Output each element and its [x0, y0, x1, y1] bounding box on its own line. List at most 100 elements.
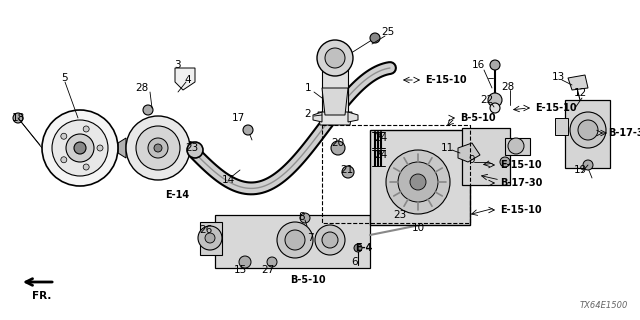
Circle shape — [398, 162, 438, 202]
Polygon shape — [565, 100, 610, 168]
Polygon shape — [175, 68, 195, 90]
Text: 14: 14 — [221, 175, 235, 185]
Circle shape — [277, 222, 313, 258]
Text: 17: 17 — [232, 113, 244, 123]
Bar — [322, 125, 470, 223]
Circle shape — [508, 138, 524, 154]
Circle shape — [342, 166, 354, 178]
Circle shape — [322, 232, 338, 248]
Text: E-4: E-4 — [355, 243, 372, 253]
Circle shape — [354, 244, 362, 252]
Polygon shape — [215, 215, 370, 268]
Text: 1: 1 — [305, 83, 311, 93]
Text: 28: 28 — [136, 83, 148, 93]
Circle shape — [13, 113, 23, 123]
Text: 23: 23 — [394, 210, 406, 220]
Text: TX64E1500: TX64E1500 — [580, 301, 628, 310]
Circle shape — [97, 145, 103, 151]
Text: 26: 26 — [200, 225, 212, 235]
Text: 12: 12 — [573, 88, 587, 98]
Circle shape — [317, 40, 353, 76]
Circle shape — [148, 138, 168, 158]
Circle shape — [198, 226, 222, 250]
Polygon shape — [505, 138, 530, 155]
Text: 3: 3 — [173, 60, 180, 70]
Circle shape — [386, 150, 450, 214]
Text: 28: 28 — [501, 82, 515, 92]
Circle shape — [136, 126, 180, 170]
Text: 24: 24 — [374, 133, 388, 143]
Circle shape — [578, 120, 598, 140]
Text: 5: 5 — [61, 73, 68, 83]
Circle shape — [143, 105, 153, 115]
Polygon shape — [118, 138, 126, 158]
Text: 24: 24 — [374, 150, 388, 160]
Circle shape — [126, 116, 190, 180]
Polygon shape — [370, 130, 470, 225]
Circle shape — [374, 154, 390, 170]
Circle shape — [410, 174, 426, 190]
Polygon shape — [348, 112, 358, 122]
Circle shape — [370, 33, 380, 43]
Polygon shape — [318, 112, 352, 125]
Circle shape — [570, 112, 606, 148]
Circle shape — [83, 164, 89, 170]
Circle shape — [187, 142, 203, 158]
Text: E-15-10: E-15-10 — [425, 75, 467, 85]
Polygon shape — [322, 88, 348, 115]
Circle shape — [490, 60, 500, 70]
Text: E-15-10: E-15-10 — [500, 160, 541, 170]
Text: 19: 19 — [573, 165, 587, 175]
Circle shape — [583, 160, 593, 170]
Circle shape — [42, 110, 118, 186]
Circle shape — [267, 257, 277, 267]
Text: 23: 23 — [186, 143, 198, 153]
Polygon shape — [458, 143, 480, 162]
Text: 25: 25 — [381, 27, 395, 37]
Text: E-15-10: E-15-10 — [500, 205, 541, 215]
Polygon shape — [200, 222, 222, 255]
Text: 18: 18 — [12, 113, 24, 123]
Text: 11: 11 — [440, 143, 454, 153]
Text: 15: 15 — [234, 265, 246, 275]
Circle shape — [74, 142, 86, 154]
Circle shape — [285, 230, 305, 250]
Text: 21: 21 — [340, 165, 354, 175]
Polygon shape — [568, 75, 588, 90]
Text: 2: 2 — [305, 109, 311, 119]
Circle shape — [488, 93, 502, 107]
Circle shape — [325, 48, 345, 68]
Text: B-5-10: B-5-10 — [290, 275, 326, 285]
Circle shape — [331, 141, 345, 155]
Circle shape — [61, 133, 67, 139]
Text: B-17-30: B-17-30 — [608, 128, 640, 138]
Circle shape — [300, 213, 310, 223]
Text: 8: 8 — [299, 212, 305, 222]
Text: 22: 22 — [481, 95, 493, 105]
Circle shape — [52, 120, 108, 176]
Text: E-14: E-14 — [165, 190, 189, 200]
Circle shape — [315, 225, 345, 255]
Text: FR.: FR. — [32, 291, 52, 301]
Circle shape — [239, 256, 251, 268]
Circle shape — [500, 157, 510, 167]
Text: E-15-10: E-15-10 — [535, 103, 577, 113]
Text: B-5-10: B-5-10 — [460, 113, 495, 123]
Polygon shape — [555, 118, 568, 135]
Text: 4: 4 — [185, 75, 191, 85]
Polygon shape — [322, 55, 348, 115]
Text: 20: 20 — [332, 138, 344, 148]
Circle shape — [205, 233, 215, 243]
Polygon shape — [462, 128, 510, 185]
Circle shape — [61, 157, 67, 163]
Text: 7: 7 — [307, 233, 314, 243]
Circle shape — [83, 126, 89, 132]
Text: B-17-30: B-17-30 — [500, 178, 542, 188]
Circle shape — [243, 125, 253, 135]
Text: 6: 6 — [352, 257, 358, 267]
Text: 16: 16 — [472, 60, 484, 70]
Polygon shape — [313, 112, 322, 122]
Text: 13: 13 — [552, 72, 564, 82]
Circle shape — [154, 144, 162, 152]
Text: 27: 27 — [261, 265, 275, 275]
